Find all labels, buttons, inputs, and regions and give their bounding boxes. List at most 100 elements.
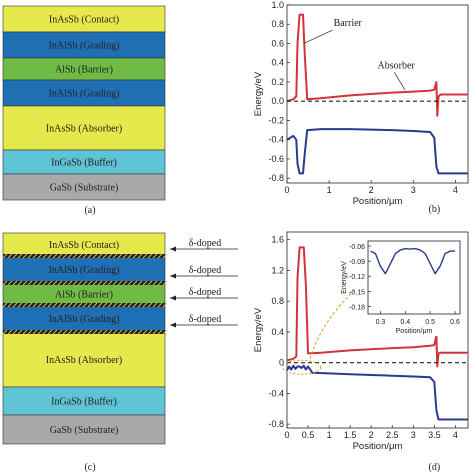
layer-label-1: InAlSb (Grading)	[49, 41, 120, 52]
layer-label-1: InAlSb (Grading)	[49, 265, 120, 276]
x-tick-label-5: 2.5	[386, 430, 399, 440]
layer-label-2: AlSb (Barrier)	[55, 290, 113, 301]
layer-6	[2, 173, 166, 201]
layer-3	[2, 79, 166, 107]
x-axis-label: Position/μm	[353, 441, 403, 452]
x-tick-label-0: 0	[284, 430, 289, 440]
y-tick-label-8: 0.8	[271, 19, 284, 29]
y-tick-label-0: -0.8	[268, 173, 284, 183]
doped-arrow-2	[170, 295, 238, 301]
x-tick-label-8: 4	[453, 430, 458, 440]
y-tick-label-5: 1.2	[271, 265, 284, 275]
layer-5	[2, 386, 166, 416]
chart-b: 0 1 2 3 4 -0.8 -0.6 -0.4 -0.2 0.0 0.2 0.4 0.6 0.8 1.0 P…	[253, 0, 469, 215]
caption-d: (d)	[428, 462, 440, 473]
y-tick-label-1: -0.09	[349, 259, 365, 266]
y-axis-label: Energy/eV	[253, 71, 264, 116]
layer-label-5: InGaSb (Buffer)	[51, 397, 117, 408]
layer-label-4: InAsSb (Absorber)	[46, 124, 122, 135]
x-tick-label-3: 1.5	[344, 430, 357, 440]
series-line-0	[370, 247, 455, 275]
caption-c: (c)	[84, 462, 95, 473]
doped-arrow-1	[170, 273, 238, 279]
y-tick-label-1: -0.6	[268, 154, 284, 164]
y-tick-label-1: -0.4	[268, 388, 284, 398]
layer-4	[2, 105, 166, 151]
layer-label-3: InAlSb (Grading)	[49, 314, 120, 325]
doped-arrow-0	[170, 246, 238, 252]
x-tick-label-1: 0.5	[302, 430, 315, 440]
x-tick-label-3: 0.6	[450, 319, 460, 326]
panel-c-doped-labels: δ-doped δ-doped δ-doped δ-doped	[170, 238, 238, 328]
layer-label-6: GaSb (Substrate)	[50, 183, 119, 194]
x-tick-label-4: 4	[453, 185, 458, 195]
layer-0	[2, 5, 166, 33]
y-tick-label-7: 0.6	[271, 38, 284, 48]
x-tick-label-2: 2	[369, 185, 374, 195]
layer-label-5: InGaSb (Buffer)	[51, 158, 117, 169]
y-tick-label-4: 0.0	[271, 96, 284, 106]
x-tick-label-0: 0	[284, 185, 289, 195]
y-tick-label-6: 0.4	[271, 58, 284, 68]
layer-1	[2, 31, 166, 59]
y-tick-label-3: 0.4	[271, 327, 284, 337]
y-tick-label-2: -0.4	[268, 135, 284, 145]
y-tick-label-3: -0.2	[268, 115, 284, 125]
y-tick-label-2: -0.12	[349, 274, 365, 281]
layer-6	[2, 414, 166, 445]
y-tick-label-4: -0.18	[349, 304, 365, 311]
doped-arrow-3	[170, 322, 238, 328]
y-tick-label-4: 0.8	[271, 296, 284, 306]
y-tick-label-6: 1.6	[271, 235, 284, 245]
doped-label-0: δ-doped	[189, 238, 221, 249]
x-tick-label-2: 1	[327, 430, 332, 440]
x-axis-label: Position/μm	[353, 196, 403, 207]
series-line-0	[286, 246, 468, 368]
plot-frame	[367, 240, 461, 315]
layer-label-4: InAsSb (Absorber)	[46, 355, 122, 366]
doped-stripe-1	[2, 280, 168, 286]
plot-frame	[286, 231, 469, 429]
y-tick-label-0: -0.06	[349, 244, 365, 251]
layer-label-0: InAsSb (Contact)	[49, 15, 119, 26]
series-line-1	[286, 128, 468, 175]
x-tick-label-1: 0.4	[400, 319, 410, 326]
y-tick-label-9: 1.0	[271, 0, 284, 10]
doped-label-3: δ-doped	[189, 314, 221, 325]
layer-4	[2, 331, 166, 388]
x-tick-label-7: 3.5	[428, 430, 441, 440]
layer-1	[2, 255, 166, 284]
layer-label-6: GaSb (Substrate)	[50, 425, 119, 436]
y-axis-label: Energy/eV	[341, 261, 348, 294]
y-tick-label-2: 0	[279, 358, 284, 368]
x-tick-label-0: 0.3	[376, 319, 386, 326]
x-tick-label-6: 3	[411, 430, 416, 440]
zoom-arrow	[309, 281, 365, 359]
series-line-0	[286, 13, 468, 117]
doped-stripe-0	[2, 253, 168, 259]
y-tick-label-5: 0.2	[271, 77, 284, 87]
y-tick-label-0: -0.8	[268, 419, 284, 429]
x-tick-label-1: 1	[327, 185, 332, 195]
y-axis-label: Energy/eV	[253, 307, 264, 352]
layer-label-2: AlSb (Barrier)	[55, 65, 113, 76]
x-tick-label-2: 0.5	[425, 319, 435, 326]
chart-d: 0 0.5 1 1.5 2 2.5 3 3.5 4 -0.8 -0.4 0 0.4 0.8 1.2 1.6 Po…	[253, 231, 469, 473]
x-tick-label-4: 2	[369, 430, 374, 440]
doped-label-2: δ-doped	[189, 287, 221, 298]
doped-label-1: δ-doped	[189, 265, 221, 276]
y-tick-label-3: -0.15	[349, 289, 365, 296]
layer-label-0: InAsSb (Contact)	[49, 240, 119, 251]
annotation-absorber: Absorber	[378, 61, 416, 72]
zoom-region-ellipse	[282, 359, 322, 375]
caption-b: (b)	[428, 204, 440, 215]
caption-a: (a)	[84, 205, 95, 216]
panel-a-layer-stack: InAsSb (Contact) InAlSb (Grading) AlSb (Ba…	[2, 5, 166, 201]
inset-chart: 0.3 0.4 0.5 0.6 -0.06 -0.09 -0.12 -0.15 -0.18 Pos…	[341, 236, 464, 336]
doped-stripe-2	[2, 302, 168, 308]
doped-stripe-3	[2, 329, 168, 335]
annotation-barrier: Barrier	[334, 18, 363, 29]
x-axis-label: Position/μm	[396, 328, 433, 335]
layer-label-3: InAlSb (Grading)	[49, 89, 120, 100]
